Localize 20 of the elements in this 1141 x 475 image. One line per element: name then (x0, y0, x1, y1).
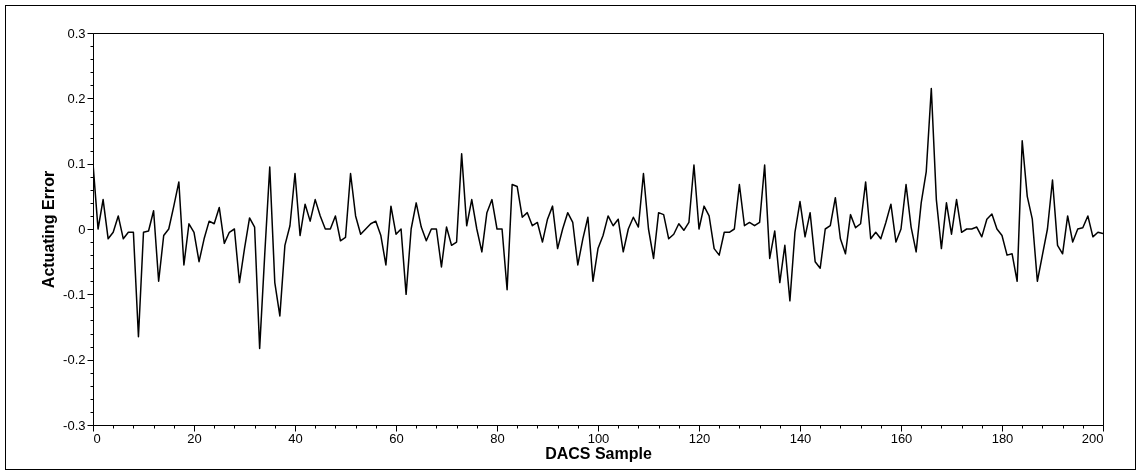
x-tick-label: 0 (93, 430, 101, 446)
y-tick-label: 0.3 (67, 25, 86, 41)
x-tick-label: 140 (789, 430, 812, 446)
y-tick-label: -0.1 (63, 286, 86, 302)
y-tick-label: -0.2 (63, 352, 86, 368)
y-tick-label: -0.3 (63, 417, 86, 433)
y-tick-label: 0 (78, 221, 86, 237)
x-tick-label: 180 (991, 430, 1014, 446)
x-tick-label: 60 (389, 430, 404, 446)
x-tick-label: 100 (587, 430, 610, 446)
x-tick-label: 20 (187, 430, 202, 446)
x-tick-label: 40 (288, 430, 303, 446)
y-axis-title: Actuating Error (40, 170, 58, 289)
x-tick-label: 200 (1081, 430, 1104, 446)
x-tick-label: 120 (688, 430, 711, 446)
x-axis-title: DACS Sample (545, 444, 652, 462)
x-tick-label: 160 (890, 430, 913, 446)
x-tick-label: 80 (490, 430, 505, 446)
y-tick-label: 0.2 (67, 90, 86, 106)
y-tick-label: 0.1 (67, 156, 86, 172)
